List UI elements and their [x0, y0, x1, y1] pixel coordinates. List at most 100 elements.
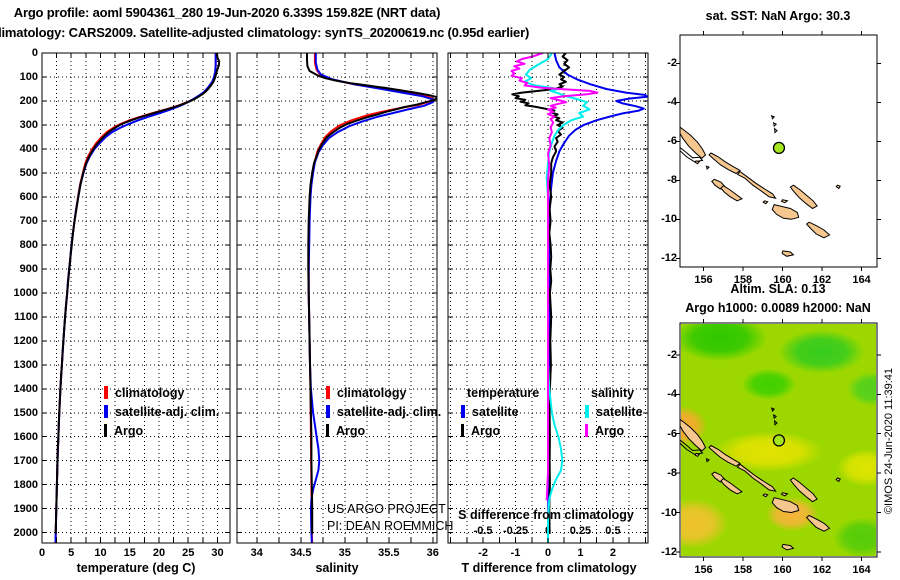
- depth-tick-label: 0: [31, 47, 38, 59]
- legend-label: Argo: [114, 423, 144, 438]
- latitude-tick-label: -10: [661, 213, 677, 226]
- longitude-tick-label: 156: [694, 274, 713, 286]
- temperature-profile-x-tick-label: 5: [68, 547, 75, 559]
- legend-label: Argo: [336, 423, 366, 438]
- legend-item-satellite: satellite: [585, 402, 643, 421]
- santa-isabel-island: [736, 463, 777, 492]
- satellite-adj. clim.-curve: [54, 53, 217, 543]
- longitude-tick-label: 160: [773, 274, 792, 286]
- depth-tick-label: 900: [19, 262, 38, 275]
- Argo-curve: [54, 53, 221, 534]
- ulawa-island: [835, 477, 841, 483]
- guadalcanal-island: [771, 497, 800, 514]
- makira-island: [805, 221, 831, 239]
- difference-from-climatology-plot: [447, 52, 649, 544]
- bougainville-island: [680, 418, 707, 452]
- project-text-line1: US ARGO PROJECT: [327, 502, 446, 516]
- russell-island: [762, 200, 769, 205]
- longitude-tick-label: 162: [812, 274, 832, 286]
- s-difference-tick-label: -0.5: [473, 525, 493, 537]
- temperature-axis-label: temperature (deg C): [76, 561, 196, 575]
- depth-tick-label: 700: [19, 214, 38, 227]
- location-map: [676, 31, 881, 271]
- altimetry-sla-text: Altim. SLA: 0.13: [730, 282, 826, 296]
- depth-tick-label: 1300: [13, 358, 38, 371]
- salinity-profile-x-tick-label: 35.5: [378, 547, 400, 559]
- difference-from-climatology-x-tick-label: -1: [510, 547, 521, 559]
- longitude-tick-label: 158: [733, 274, 753, 286]
- ontong-java-3-island: [773, 419, 778, 426]
- t-difference-axis-label: T difference from climatology: [461, 561, 637, 575]
- difference-from-climatology-x-tick-label: -2: [478, 547, 488, 559]
- islands: [680, 407, 841, 551]
- longitude-tick-label: 160: [773, 564, 792, 576]
- s-difference-tick-label: 0.25: [569, 525, 592, 537]
- satellite-adj. clim.-curve: [307, 53, 436, 543]
- legend-label: satellite: [472, 404, 519, 419]
- project-text-line2: PI: DEAN ROEMMICH: [327, 519, 454, 533]
- climatology-line-swatch: [326, 386, 330, 399]
- malaita-island: [789, 477, 818, 503]
- bougainville-island: [680, 126, 707, 159]
- depth-tick-label: 1800: [13, 478, 38, 491]
- shortland-island: [694, 160, 701, 165]
- s-satellite-line-swatch: [585, 405, 589, 418]
- longitude-tick-label: 162: [812, 564, 832, 576]
- legend-label: climatology: [115, 385, 185, 400]
- map-border: [679, 322, 878, 558]
- longitude-tick-label: 164: [852, 564, 871, 576]
- depth-tick-label: 2000: [13, 526, 38, 539]
- small-island-west-island: [705, 165, 710, 170]
- satellite-adj-line-swatch: [326, 405, 330, 418]
- difference-legend-salinity: salinity satellite Argo: [585, 383, 643, 440]
- curves: [54, 53, 221, 543]
- florida-island-island: [780, 492, 789, 497]
- latitude-tick-label: -4: [667, 96, 677, 109]
- depth-tick-label: 400: [19, 142, 38, 155]
- ontong-java-2-island: [772, 121, 778, 128]
- salinity-legend: climatology satellite-adj. clim. Argo: [326, 383, 441, 440]
- s-argo-line-swatch: [585, 424, 588, 437]
- depth-tick-label: 100: [19, 70, 38, 83]
- legend-label: satellite-adj. clim.: [115, 404, 220, 419]
- choiseul-island: [708, 152, 741, 175]
- temperature-profile-x-tick-label: 0: [38, 547, 46, 559]
- ontong-java-1-island: [770, 115, 776, 120]
- legend-label: Argo: [471, 423, 501, 438]
- map-ticks: [676, 31, 881, 271]
- latitude-tick-label: -10: [661, 506, 677, 519]
- satellite-adj-line-swatch: [104, 405, 108, 418]
- legend-item-argo: Argo: [461, 421, 539, 440]
- salinity-profile-x-tick-label: 34: [250, 547, 263, 559]
- salinity-profile-x-tick-label: 35: [338, 547, 351, 559]
- longitude-tick-label: 164: [852, 274, 871, 286]
- map-ticks: [676, 319, 881, 561]
- legend-label: satellite: [596, 404, 643, 419]
- depth-tick-label: 300: [19, 118, 38, 131]
- florida-island-island: [780, 199, 789, 204]
- temperature-profile-x-tick-label: 15: [123, 547, 136, 559]
- climatology-curve: [54, 53, 217, 543]
- s-difference-tick-label: 0.5: [605, 525, 621, 537]
- bougainville-reef-island: [680, 439, 704, 455]
- latitude-tick-label: -6: [667, 427, 677, 440]
- legend-header: temperature: [461, 383, 539, 402]
- plot-border: [41, 52, 231, 544]
- latitude-tick-label: -8: [667, 467, 677, 480]
- t-satellite-line-swatch: [461, 405, 465, 418]
- s-difference-tick-label: -0.25: [502, 525, 529, 537]
- temperature-profile-x-tick-label: 30: [211, 547, 224, 559]
- vella-kolombangara-island: [711, 471, 726, 483]
- legend-item-satellite-adj: satellite-adj. clim.: [104, 402, 219, 421]
- temperature-argo-curve: [511, 53, 571, 534]
- legend-label: Argo: [595, 423, 625, 438]
- difference-from-climatology-x-tick-label: 0: [544, 547, 552, 559]
- latitude-tick-label: -8: [667, 174, 677, 187]
- sla-map-title: Argo h1000: 0.0089 h2000: NaN: [685, 301, 871, 315]
- depth-tick-label: 1200: [13, 334, 38, 347]
- sst-map-title: sat. SST: NaN Argo: 30.3: [705, 9, 851, 23]
- plot-border: [447, 52, 649, 544]
- t-argo-line-swatch: [461, 424, 464, 437]
